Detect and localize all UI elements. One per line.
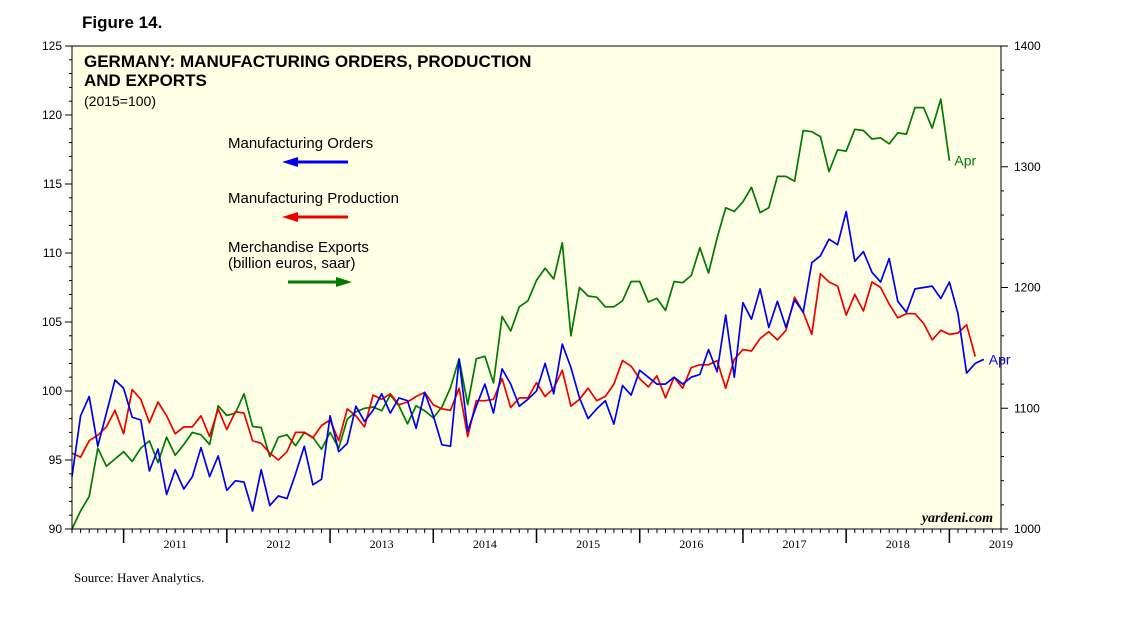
right-axis-tick-label: 1000: [1014, 522, 1041, 536]
legend: Manufacturing Orders Manufacturing Produc…: [228, 135, 399, 287]
left-axis-tick-label: 125: [42, 39, 62, 53]
left-axis-tick-label: 95: [49, 453, 63, 467]
x-axis-tick-label: 2011: [163, 537, 187, 551]
x-axis-tick-label: 2016: [679, 537, 703, 551]
legend-label: Manufacturing Orders: [228, 135, 373, 152]
left-axis-tick-label: 100: [42, 384, 62, 398]
series-line-merchandise-exports: [71, 98, 951, 530]
legend-arrow-head: [282, 212, 298, 222]
right-axis-tick-label: 1400: [1014, 39, 1041, 53]
x-axis-tick-label: 2013: [370, 537, 394, 551]
figure-label: Figure 14.: [82, 13, 162, 32]
chart-subtitle: (2015=100): [84, 93, 156, 109]
series-lines: Apr Apr: [71, 98, 1011, 530]
x-axis-tick-label: 2012: [266, 537, 290, 551]
series-line-manufacturing-orders: [71, 210, 985, 512]
x-axis-tick-label: 2019: [989, 537, 1013, 551]
x-axis-tick-label: 2018: [886, 537, 910, 551]
source-note: Source: Haver Analytics.: [74, 570, 204, 585]
x-axis-tick-label: 2017: [783, 537, 807, 551]
left-axis-tick-label: 115: [43, 177, 62, 191]
chart-title-line-2: AND EXPORTS: [84, 71, 207, 90]
right-axis-tick-label: 1300: [1014, 160, 1041, 174]
legend-arrow-head: [282, 157, 298, 167]
axes: 90 95 100 105 110 115 120 125 1000 1100 1200 1300 14…: [42, 39, 1041, 551]
watermark: yardeni.com: [920, 511, 993, 526]
left-axis-tick-label: 105: [42, 315, 62, 329]
legend-arrow-head: [336, 277, 352, 287]
chart-title-line-1: GERMANY: MANUFACTURING ORDERS, PRODUCTIO…: [84, 52, 531, 71]
end-label-manufacturing-orders: Apr: [989, 351, 1011, 367]
right-axis-tick-label: 1100: [1014, 401, 1040, 415]
legend-label: Manufacturing Production: [228, 190, 399, 207]
legend-label: (billion euros, saar): [228, 255, 356, 272]
legend-label: Merchandise Exports: [228, 239, 369, 256]
left-axis-tick-label: 110: [43, 246, 62, 260]
left-axis-tick-label: 90: [49, 522, 63, 536]
plot-frame: [71, 45, 1002, 530]
series-line-manufacturing-production: [71, 272, 977, 461]
right-axis-tick-label: 1200: [1014, 281, 1041, 295]
chart-title-block: GERMANY: MANUFACTURING ORDERS, PRODUCTIO…: [84, 52, 531, 109]
plot-area: [72, 46, 1001, 529]
x-axis-tick-label: 2015: [576, 537, 600, 551]
left-axis-tick-label: 120: [42, 108, 62, 122]
x-axis-tick-label: 2014: [473, 537, 497, 551]
end-label-merchandise-exports: Apr: [954, 153, 976, 169]
